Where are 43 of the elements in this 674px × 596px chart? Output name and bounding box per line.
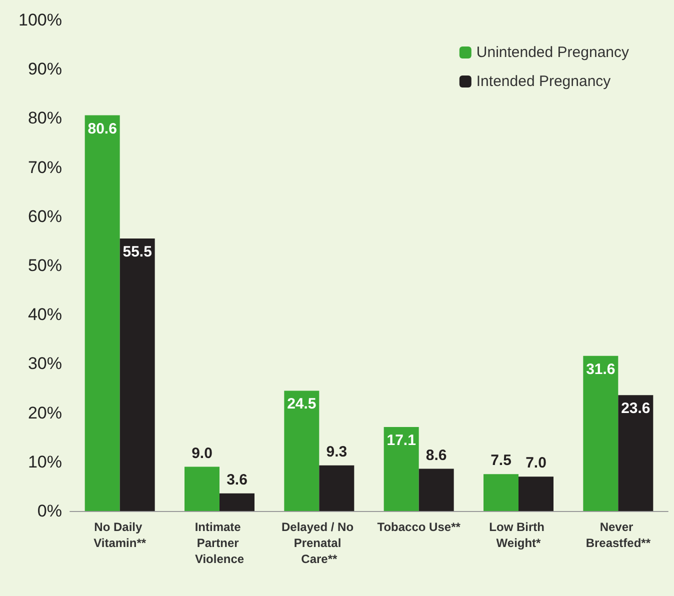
x-tick-label: Tobacco Use** [377,520,461,534]
x-tick-label: Delayed / No Prenatal Care** [281,520,357,566]
y-tick-label: 80% [28,108,62,128]
bar [120,238,155,511]
y-tick-label: 40% [28,305,62,324]
data-label: 24.5 [287,396,316,413]
y-tick-label: 60% [28,206,62,226]
bar [184,466,220,511]
y-tick-label: 70% [28,158,62,177]
data-label: 31.6 [586,360,616,378]
y-tick-label: 20% [28,403,62,422]
bar [84,115,120,511]
data-label: 7.5 [490,452,512,470]
data-label: 80.6 [88,120,117,138]
bar [583,356,618,511]
bar [220,493,254,511]
bar [618,395,654,511]
y-tick-label: 50% [28,256,62,275]
data-label: 55.5 [122,243,152,260]
data-label: 3.6 [226,471,248,488]
y-tick-label: 90% [28,60,62,79]
legend-label: Intended Pregnancy [476,73,612,90]
legend-label: Unintended Pregnancy [476,44,630,61]
y-tick-label: 100% [18,10,62,30]
data-label: 23.6 [621,400,650,418]
x-tick-label: Never Breastfed** [586,520,651,550]
x-tick-label: Intimate Partner Violence [194,520,244,566]
bar [384,427,419,511]
bar [484,474,518,511]
bar [418,468,454,511]
x-tick-label: Low Birth Weight* [489,520,548,550]
data-label: 9.0 [192,444,212,462]
y-tick-label: 30% [28,354,62,374]
bar [518,476,554,511]
x-tick-label: No Daily Vitamin** [94,520,146,550]
data-label: 7.0 [526,454,546,472]
data-label: 8.6 [426,446,447,464]
data-label: 9.3 [326,443,348,460]
data-label: 17.1 [386,432,416,450]
y-tick-label: 10% [28,452,62,472]
bar [319,465,354,511]
bar [284,390,320,511]
y-tick-label: 0% [37,502,62,520]
